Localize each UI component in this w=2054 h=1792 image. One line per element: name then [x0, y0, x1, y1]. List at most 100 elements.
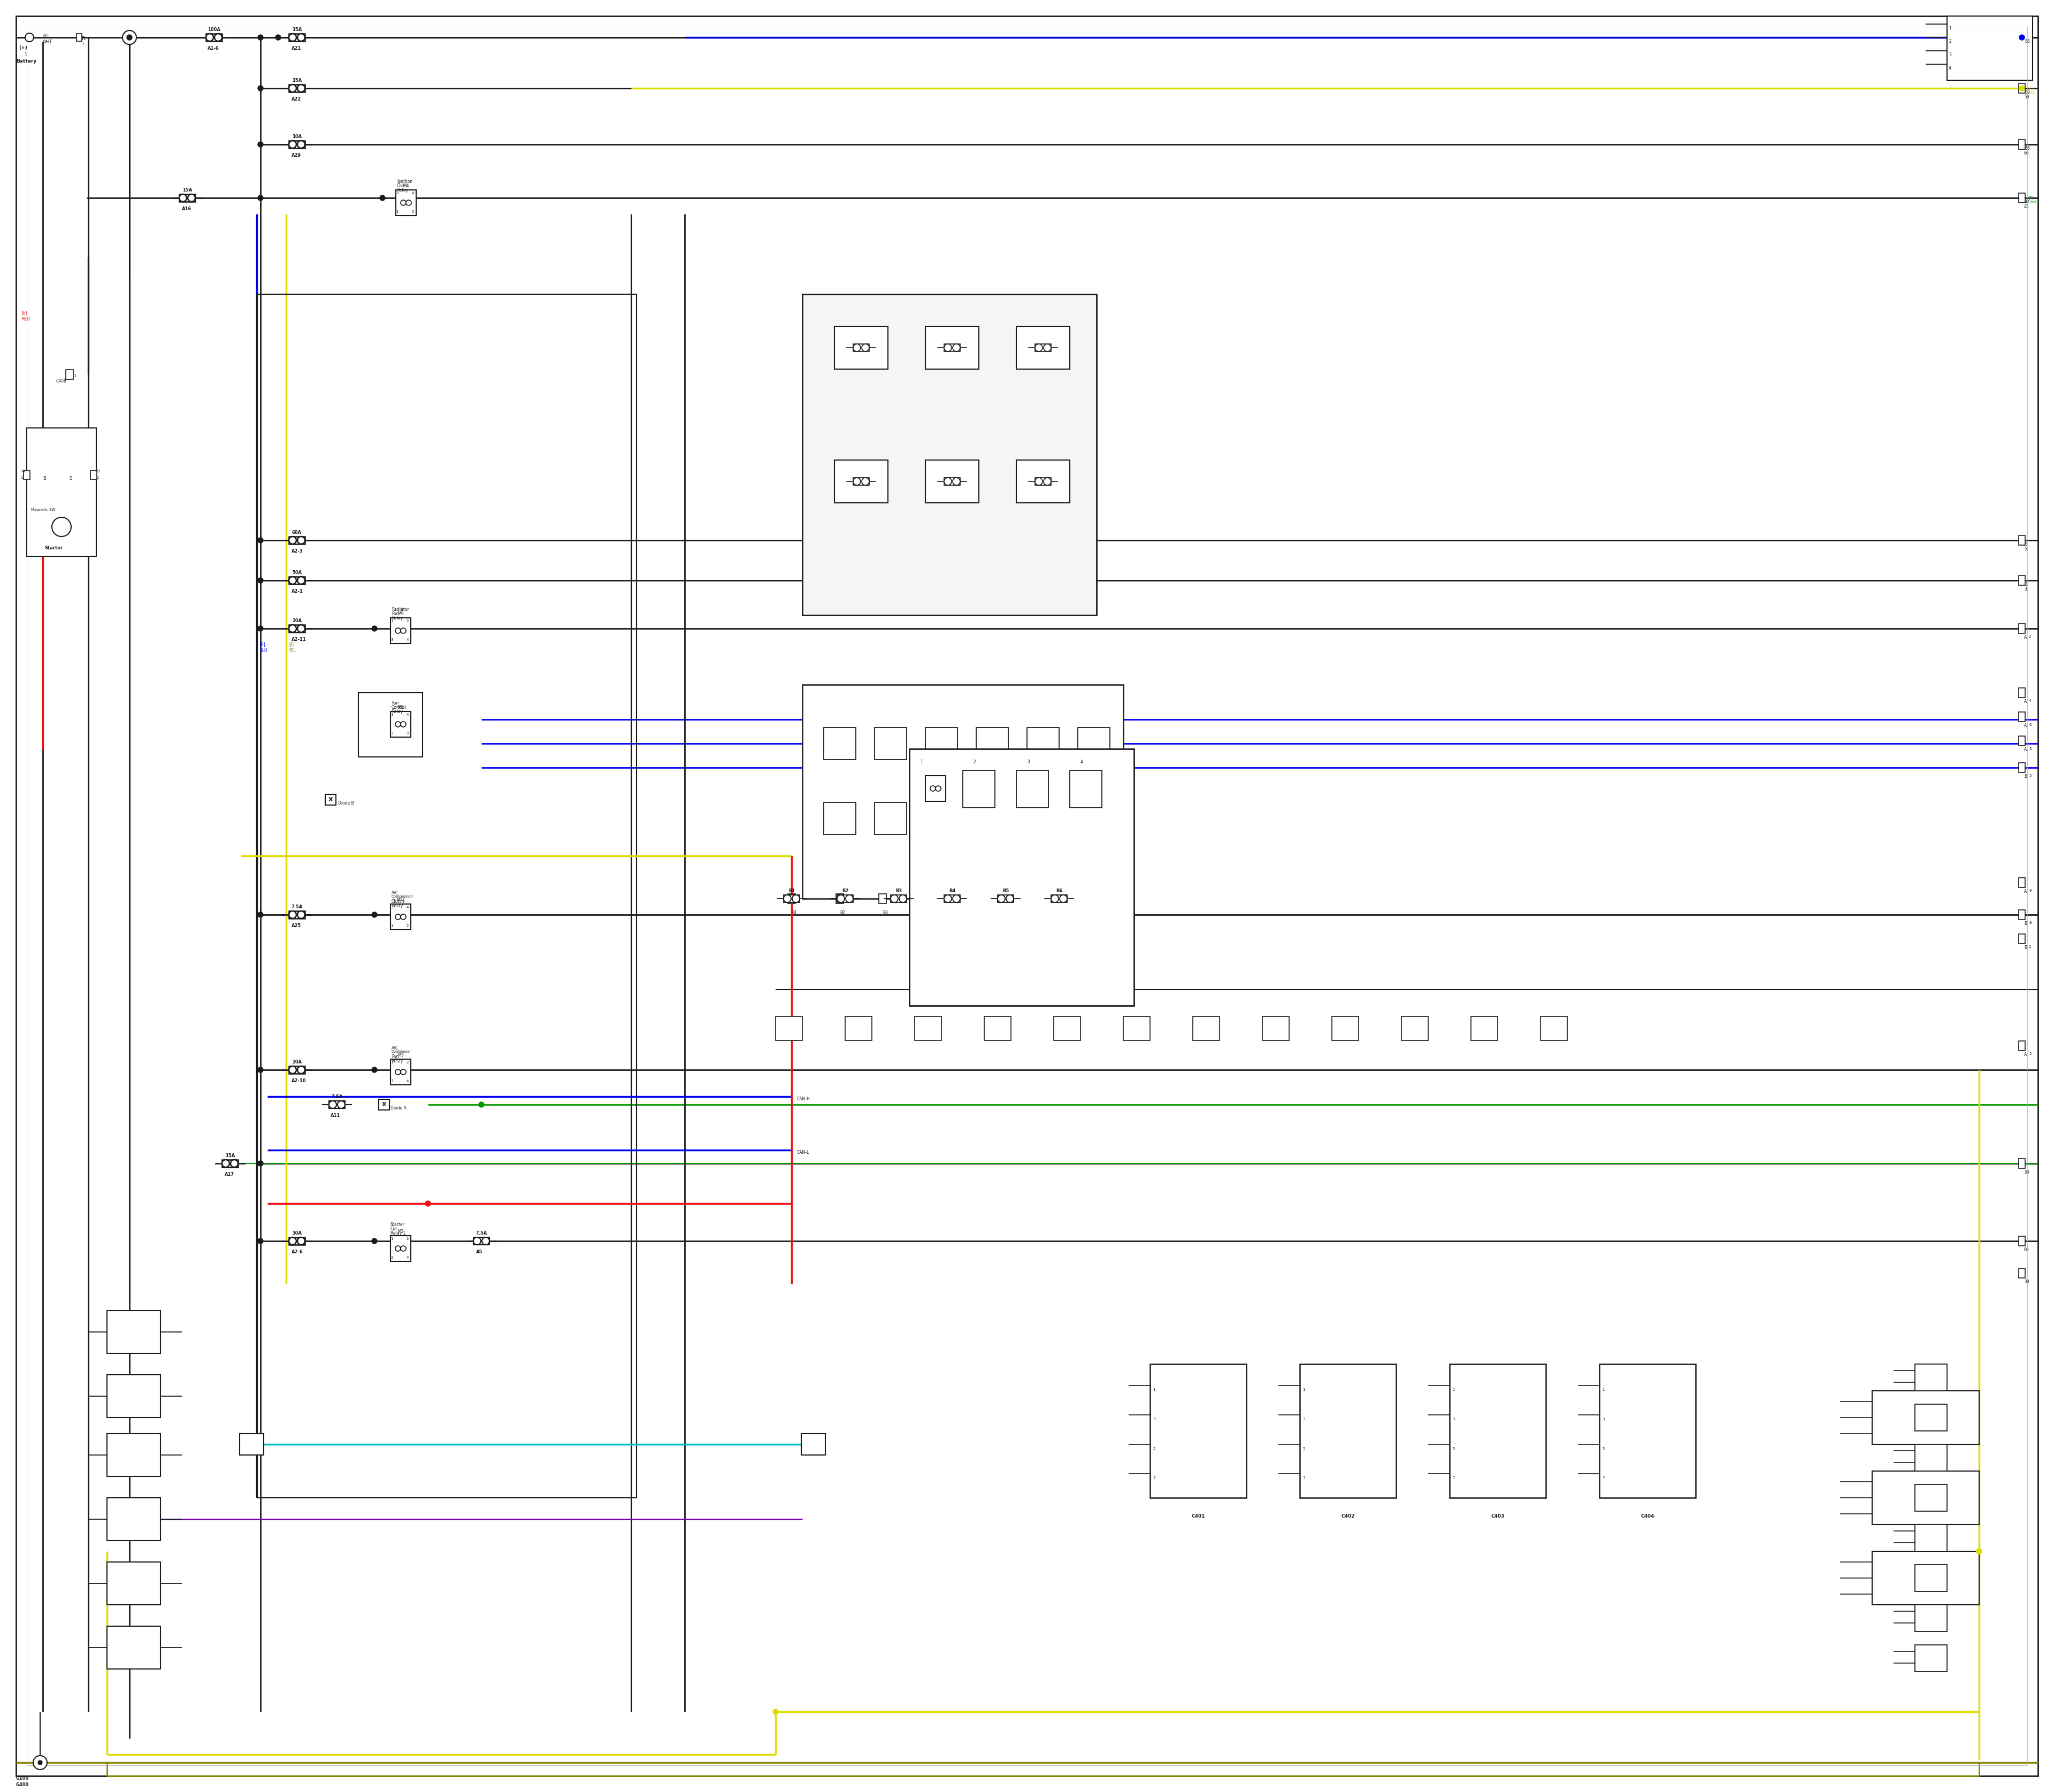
- Bar: [1914, 1606, 1947, 1631]
- Bar: [2019, 934, 2025, 944]
- Circle shape: [329, 1100, 337, 1109]
- Text: M3: M3: [398, 1052, 405, 1057]
- Bar: [1540, 1016, 1567, 1041]
- Bar: [472, 1236, 489, 1245]
- Text: 4: 4: [407, 1256, 409, 1260]
- Circle shape: [2019, 34, 2025, 39]
- Circle shape: [945, 344, 951, 351]
- Bar: [1914, 1405, 1947, 1432]
- Circle shape: [259, 34, 263, 39]
- Circle shape: [1976, 1548, 1982, 1554]
- Circle shape: [298, 625, 304, 633]
- Bar: [23, 471, 31, 478]
- Bar: [836, 894, 844, 903]
- Text: 5: 5: [1302, 1446, 1304, 1450]
- Bar: [998, 894, 1013, 903]
- Circle shape: [953, 894, 959, 903]
- Text: 4: 4: [1080, 760, 1082, 765]
- Bar: [2019, 1159, 2025, 1168]
- Text: A: A: [2023, 634, 2027, 640]
- Text: A2-3: A2-3: [292, 548, 304, 554]
- Circle shape: [945, 894, 951, 903]
- Bar: [945, 478, 959, 486]
- Bar: [1124, 1016, 1150, 1041]
- Bar: [922, 894, 928, 903]
- Text: B2: B2: [840, 910, 844, 916]
- Circle shape: [298, 577, 304, 584]
- Text: 4: 4: [407, 905, 409, 909]
- Bar: [852, 344, 869, 351]
- Bar: [1078, 728, 1109, 760]
- Circle shape: [863, 478, 869, 486]
- Bar: [290, 84, 304, 91]
- Text: A25: A25: [292, 923, 302, 928]
- Circle shape: [51, 518, 72, 536]
- Bar: [2019, 536, 2025, 545]
- Text: 5: 5: [1152, 1446, 1154, 1450]
- Text: 2: 2: [407, 925, 409, 928]
- Text: 2: 2: [407, 1061, 409, 1064]
- Text: [E]: [E]: [21, 310, 27, 315]
- Circle shape: [187, 194, 195, 202]
- Text: Relay: Relay: [392, 1059, 403, 1063]
- Text: 3: 3: [1302, 1417, 1304, 1421]
- Text: 4: 4: [407, 638, 409, 642]
- Bar: [290, 536, 304, 545]
- Text: 7: 7: [1452, 1477, 1454, 1480]
- Circle shape: [275, 34, 281, 39]
- Text: 1: 1: [390, 1236, 392, 1240]
- Bar: [2019, 711, 2025, 722]
- Circle shape: [900, 894, 906, 903]
- Bar: [824, 728, 857, 760]
- Text: 20A: 20A: [292, 1059, 302, 1064]
- Circle shape: [290, 142, 296, 149]
- Circle shape: [483, 1236, 489, 1245]
- Text: B2: B2: [842, 889, 848, 894]
- Text: C401: C401: [1191, 1514, 1206, 1518]
- Circle shape: [953, 478, 959, 486]
- Text: 3: 3: [2023, 586, 2027, 591]
- Text: M2: M2: [398, 1229, 405, 1235]
- Circle shape: [230, 1159, 238, 1167]
- Bar: [1052, 894, 1068, 903]
- Bar: [107, 1625, 160, 1668]
- Circle shape: [394, 722, 401, 728]
- Text: 3: 3: [1602, 1417, 1604, 1421]
- Text: 5: 5: [2029, 1052, 2031, 1055]
- Text: WHT: WHT: [43, 39, 51, 45]
- Text: 1: 1: [1152, 1389, 1154, 1391]
- Text: A: A: [2023, 747, 2027, 753]
- Text: 8: 8: [2029, 921, 2031, 925]
- Text: Relay 1: Relay 1: [390, 1231, 405, 1236]
- Circle shape: [290, 1066, 296, 1073]
- Bar: [2019, 910, 2025, 919]
- Text: [E]: [E]: [43, 34, 49, 38]
- Bar: [290, 142, 304, 149]
- Text: [E]: [E]: [2027, 195, 2033, 199]
- Text: 66: 66: [2023, 151, 2029, 156]
- Text: Compressor: Compressor: [392, 894, 413, 898]
- Bar: [1150, 1364, 1247, 1498]
- Text: (+): (+): [18, 45, 27, 50]
- Text: 7: 7: [1302, 1477, 1304, 1480]
- Text: 10A: 10A: [292, 134, 302, 140]
- Circle shape: [298, 1066, 304, 1073]
- Circle shape: [401, 1245, 407, 1251]
- Text: 1: 1: [390, 1061, 392, 1064]
- Bar: [1193, 1016, 1220, 1041]
- Circle shape: [179, 194, 187, 202]
- Circle shape: [337, 1100, 345, 1109]
- Text: CAN-H: CAN-H: [797, 1097, 809, 1102]
- Circle shape: [401, 914, 407, 919]
- Text: 58: 58: [2023, 43, 2029, 48]
- Text: 15A: 15A: [292, 79, 302, 82]
- Text: Relay: Relay: [392, 616, 403, 620]
- Circle shape: [852, 478, 861, 486]
- Circle shape: [372, 1068, 378, 1073]
- Text: 2: 2: [413, 210, 415, 213]
- Bar: [834, 326, 887, 369]
- Text: A22: A22: [292, 97, 302, 102]
- Text: T4: T4: [21, 470, 25, 473]
- Bar: [2019, 84, 2025, 93]
- Text: YEL: YEL: [2027, 91, 2036, 95]
